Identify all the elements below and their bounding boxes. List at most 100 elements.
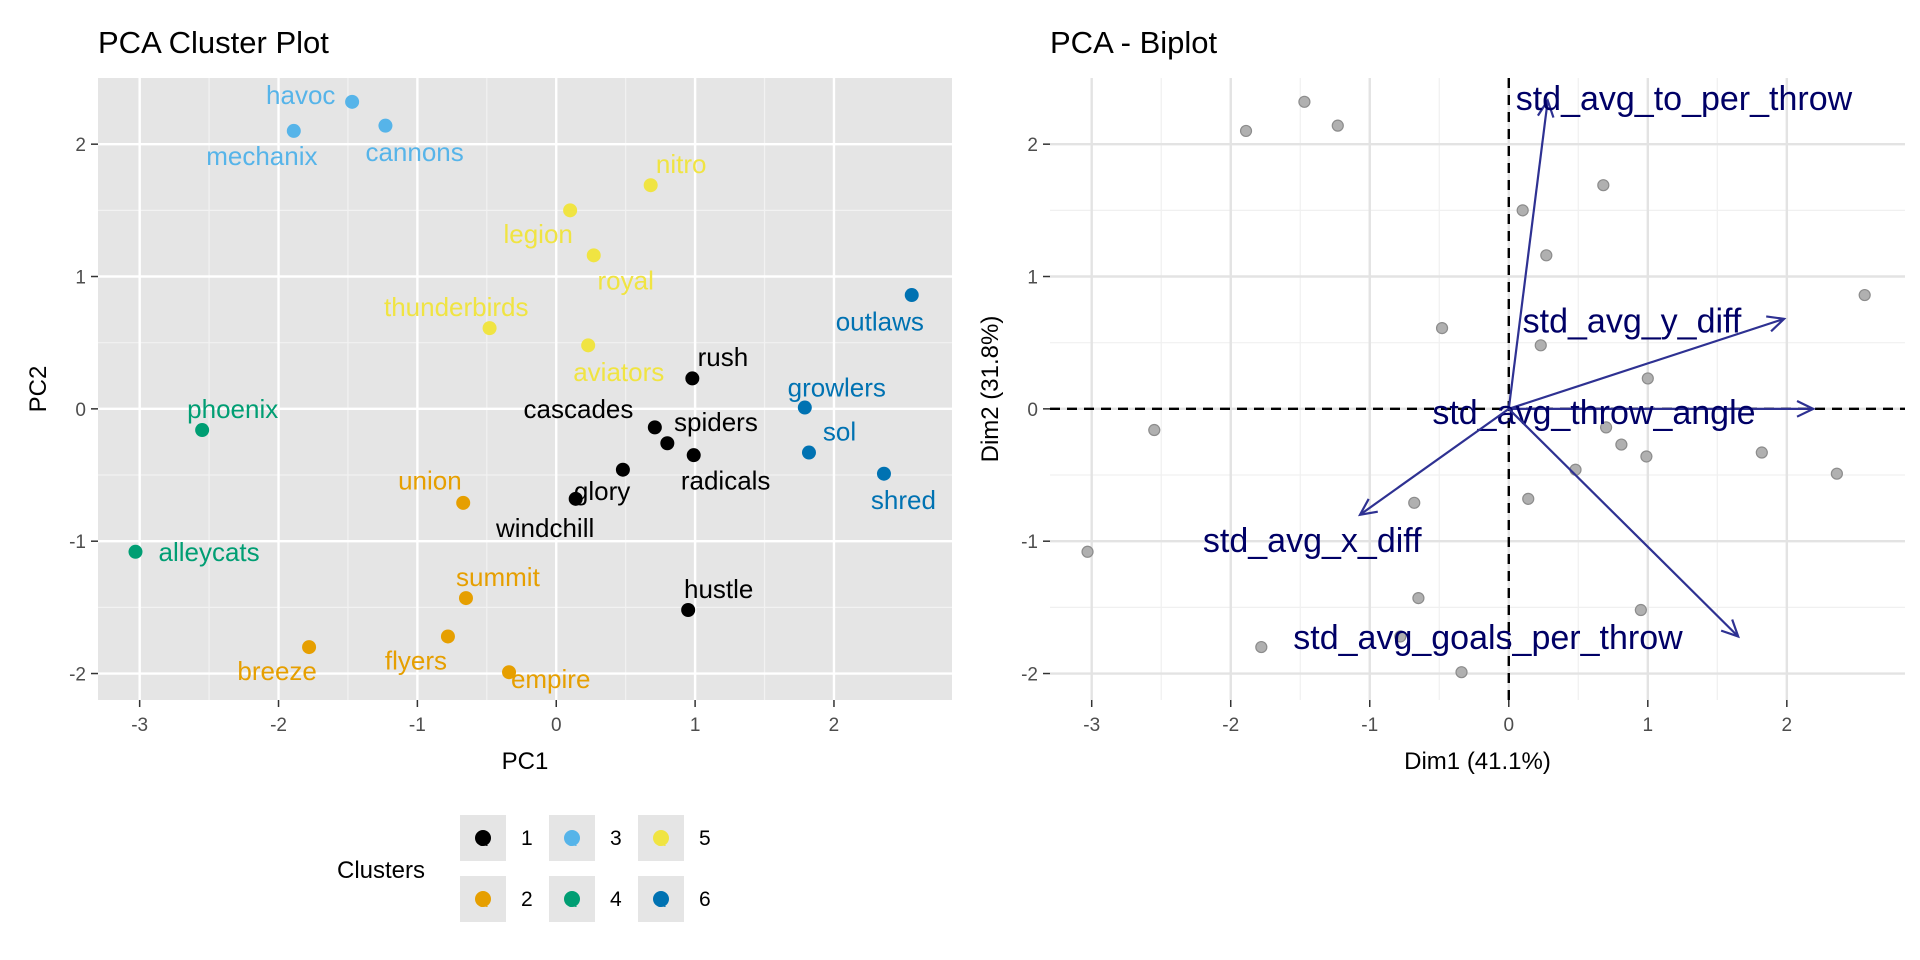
cluster-point-summit [458,591,473,606]
legend-label-5: 5 [699,827,711,850]
point-label-mechanix: mechanix [206,141,317,171]
cluster-point-union [456,495,471,510]
y-tick-label: 1 [75,268,86,289]
legend-glyph: a [656,892,666,911]
cluster-point-empire [502,665,517,680]
cluster-point-thunderbirds [482,321,497,336]
biplot-point [1830,467,1843,480]
cluster-point-mechanix [286,123,301,138]
legend-dot-5 [653,830,669,846]
y-tick-label: -1 [1021,532,1038,553]
biplot-point [1516,204,1529,217]
biplot-point [1412,591,1425,605]
point-label-aviators: aviators [573,357,664,387]
x-tick-label: -2 [1222,715,1239,736]
cluster-point-hustle [681,603,696,618]
y-axis-title: Dim2 (31.8%) [977,316,1004,463]
x-tick-label: -3 [131,715,148,736]
legend-dot-3 [564,830,580,846]
y-tick-label: -2 [69,665,86,686]
legend-dot-2 [475,891,491,907]
y-axis-title: PC2 [25,366,52,413]
loading-arrow-std_avg_goals_per_throw [1508,408,1739,638]
legend-glyph: a [478,892,488,911]
point-label-cannons: cannons [365,137,463,167]
arrow-head [1357,498,1378,517]
y-tick-label: 0 [1027,400,1038,421]
biplot-point [1597,179,1610,192]
cluster-point-sol [801,445,816,460]
legend-glyph: a [567,831,577,850]
point-label-radicals: radicals [681,465,771,495]
biplot-point [1599,421,1613,434]
y-tick-label: 0 [75,400,86,421]
point-label-cascades: cascades [524,394,634,424]
cluster-point-nitro [643,178,658,193]
point-label-empire: empire [511,664,590,694]
biplot-point [1435,322,1449,335]
x-tick-label: -2 [270,715,287,736]
cluster-point-alleycats [128,544,143,559]
y-tick-label: -2 [1021,665,1038,686]
arrow-label-std_avg_throw_angle: std_avg_throw_angle [1432,394,1755,432]
arrow-label-std_avg_to_per_throw: std_avg_to_per_throw [1516,80,1853,118]
point-label-spiders: spiders [674,407,758,437]
cluster-point-windchill [568,491,583,506]
cluster-plot-title: PCA Cluster Plot [98,25,329,60]
biplot-point [1634,603,1647,617]
cluster-legend: Clusters a 1 a 3 a 5 a 2 a 4 a 6 [337,815,711,922]
x-tick-label: -1 [409,715,426,736]
biplot-point [1239,124,1253,138]
legend-dot-1 [475,830,491,846]
biplot-point [1522,492,1535,505]
arrow-label-std_avg_goals_per_throw: std_avg_goals_per_throw [1293,619,1683,657]
x-tick-label: 0 [1503,715,1514,736]
arrow-head [1720,619,1740,639]
point-label-havoc: havoc [266,80,335,110]
cluster-point-havoc [345,94,360,109]
cluster-point-breeze [302,640,317,655]
biplot-point [1148,423,1161,437]
x-tick-label: -1 [1361,715,1378,736]
biplot-point [1455,666,1468,679]
point-label-nitro: nitro [656,149,707,179]
point-label-flyers: flyers [385,645,447,675]
cluster-point-phoenix [195,423,210,438]
arrow-label-std_avg_y_diff: std_avg_y_diff [1523,303,1742,341]
loading-arrow-std_avg_x_diff [1359,407,1510,516]
x-tick-label: 1 [1643,715,1654,736]
point-label-rush: rush [698,342,749,372]
legend-label-6: 6 [699,888,711,911]
legend-label-4: 4 [610,888,622,911]
legend-glyph: a [478,831,488,850]
biplot-point [1255,640,1268,654]
point-label-glory: glory [574,476,630,506]
point-label-growlers: growlers [788,373,886,403]
biplot-point [1394,630,1407,643]
x-tick-label: -3 [1083,715,1100,736]
loading-arrow-std_avg_y_diff [1508,317,1785,410]
legend-glyph: a [567,892,577,911]
cluster-point-aviators [581,338,596,353]
point-label-union: union [398,465,462,495]
point-label-alleycats: alleycats [159,537,260,567]
point-label-legion: legion [503,219,572,249]
y-tick-label: 1 [1027,268,1038,289]
biplot-point [1081,545,1094,558]
x-tick-label: 1 [690,715,701,736]
y-tick-label: 2 [75,135,86,156]
point-label-breeze: breeze [237,656,317,686]
x-tick-label: 2 [1782,715,1793,736]
cluster-point-legion [563,203,578,218]
cluster-point-shred [876,466,891,481]
x-axis-title: Dim1 (41.1%) [1404,748,1551,775]
cluster-point-flyers [440,629,455,644]
biplot-point [1615,438,1628,451]
biplot: -3 -2 -1 0 1 2 -2 -1 0 1 2 Dim1 (41.1%) Dim2 (31.8%)… [977,78,1905,775]
point-label-outlaws: outlaws [836,307,924,337]
loading-arrow-std_avg_to_per_throw [1507,100,1549,409]
biplot-point [1641,372,1654,385]
legend-dot-6 [653,891,669,907]
point-label-thunderbirds: thunderbirds [384,292,529,322]
legend-title: Clusters [337,857,425,884]
